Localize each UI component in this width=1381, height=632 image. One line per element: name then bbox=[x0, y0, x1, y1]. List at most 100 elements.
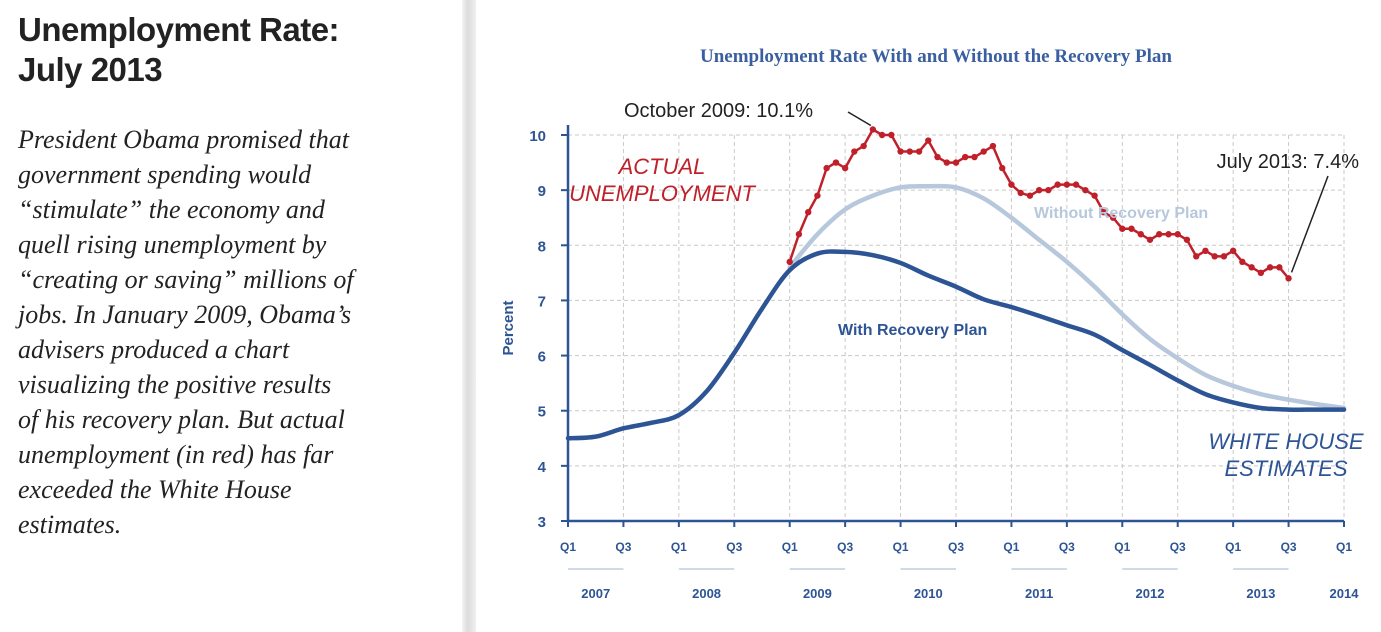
actual-data-point bbox=[1008, 181, 1015, 188]
latest-callout-line bbox=[1290, 175, 1329, 273]
without-plan-label: Without Recovery Plan bbox=[1034, 205, 1208, 222]
series-line-without-recovery-plan bbox=[787, 183, 1347, 411]
y-tick-label: 4 bbox=[538, 459, 547, 476]
y-tick-label: 6 bbox=[538, 349, 546, 366]
x-tick-label: Q3 bbox=[1170, 540, 1186, 554]
actual-data-point bbox=[1091, 192, 1098, 199]
actual-data-point bbox=[897, 148, 904, 155]
actual-data-point bbox=[1183, 236, 1191, 243]
actual-data-point bbox=[1257, 269, 1265, 277]
actual-data-point bbox=[989, 142, 997, 150]
body-line: “creating or saving” millions of bbox=[18, 265, 354, 294]
y-tick-label: 9 bbox=[538, 183, 546, 200]
body-line: advisers produced a chart bbox=[18, 335, 290, 364]
actual-data-point bbox=[1054, 181, 1061, 188]
actual-data-point bbox=[1211, 253, 1218, 260]
x-tick-label: Q3 bbox=[948, 540, 964, 554]
x-tick-label: Q1 bbox=[560, 540, 576, 554]
latest-callout-label: July 2013: 7.4% bbox=[1217, 151, 1360, 173]
actual-data-point bbox=[1229, 247, 1237, 254]
actual-data-point bbox=[1109, 214, 1117, 221]
y-tick-label: 8 bbox=[538, 238, 546, 255]
actual-data-point bbox=[1035, 186, 1043, 194]
actual-data-point bbox=[1082, 186, 1089, 194]
year-label: 2007 bbox=[581, 586, 610, 601]
body-line: jobs. In January 2009, Obama’s bbox=[18, 300, 352, 329]
actual-data-point bbox=[1017, 189, 1024, 197]
year-label: 2010 bbox=[914, 586, 943, 601]
peak-callout-line bbox=[847, 111, 872, 127]
actual-data-point bbox=[832, 159, 840, 166]
actual-data-point bbox=[805, 209, 812, 216]
actual-data-point bbox=[814, 192, 821, 199]
actual-data-point bbox=[971, 153, 978, 161]
actual-data-point bbox=[962, 153, 969, 161]
actual-data-point bbox=[1276, 264, 1283, 271]
actual-data-point bbox=[878, 131, 886, 139]
body-line: of his recovery plan. But actual bbox=[18, 405, 345, 434]
panel-divider bbox=[462, 0, 476, 632]
actual-data-point bbox=[1026, 192, 1034, 199]
actual-data-point bbox=[999, 164, 1006, 172]
actual-data-point bbox=[841, 164, 849, 172]
series-line-with-recovery-plan bbox=[565, 249, 1347, 441]
actual-data-point bbox=[1146, 236, 1154, 243]
headline-line-2: July 2013 bbox=[18, 51, 163, 88]
actual-data-point bbox=[1165, 231, 1172, 238]
actual-data-point bbox=[1100, 209, 1107, 216]
y-tick-label: 7 bbox=[538, 293, 546, 310]
headline: Unemployment Rate: July 2013 bbox=[18, 10, 448, 90]
actual-data-point bbox=[1193, 253, 1200, 260]
actual-data-point bbox=[1063, 181, 1071, 188]
actual-data-point bbox=[851, 148, 858, 155]
actual-data-point bbox=[934, 153, 941, 161]
with-plan-label: With Recovery Plan bbox=[838, 322, 987, 339]
actual-data-point bbox=[1174, 231, 1181, 238]
estimates-label-line-1: WHITE HOUSE bbox=[1208, 429, 1364, 454]
x-tick-label: Q3 bbox=[615, 540, 631, 554]
actual-data-point bbox=[1119, 225, 1126, 232]
actual-data-point bbox=[1220, 253, 1228, 260]
actual-data-point bbox=[1285, 275, 1292, 282]
actual-data-point bbox=[786, 258, 793, 266]
y-tick-label: 10 bbox=[529, 128, 546, 145]
actual-data-point bbox=[823, 164, 830, 172]
actual-data-point bbox=[925, 137, 932, 144]
y-axis-label: Percent bbox=[500, 300, 517, 355]
x-tick-label: Q1 bbox=[1336, 540, 1352, 554]
year-label: 2008 bbox=[692, 586, 721, 601]
year-label: 2013 bbox=[1246, 586, 1275, 601]
x-tick-label: Q3 bbox=[726, 540, 742, 554]
article-panel: Unemployment Rate: July 2013 President O… bbox=[0, 0, 462, 632]
year-label: 2012 bbox=[1136, 586, 1165, 601]
y-tick-label: 3 bbox=[538, 514, 546, 531]
actual-data-point bbox=[1072, 181, 1080, 188]
actual-data-point bbox=[1239, 258, 1246, 266]
actual-data-point bbox=[980, 148, 987, 155]
x-tick-label: Q1 bbox=[893, 540, 909, 554]
actual-data-point bbox=[1202, 247, 1209, 254]
actual-data-point bbox=[915, 148, 923, 155]
x-tick-label: Q1 bbox=[1114, 540, 1130, 554]
actual-label-line-1: ACTUAL bbox=[617, 154, 706, 179]
x-tick-label: Q1 bbox=[782, 540, 798, 554]
actual-data-point bbox=[1156, 231, 1163, 238]
actual-data-point bbox=[860, 142, 867, 150]
x-tick-label: Q1 bbox=[1225, 540, 1241, 554]
actual-data-point bbox=[943, 159, 950, 166]
actual-data-point bbox=[1137, 231, 1144, 238]
x-tick-label: Q3 bbox=[1281, 540, 1297, 554]
headline-line-1: Unemployment Rate: bbox=[18, 11, 340, 48]
body-line: President Obama promised that bbox=[18, 125, 349, 154]
article-body: President Obama promised that government… bbox=[18, 122, 448, 542]
body-line: quell rising unemployment by bbox=[18, 230, 327, 259]
year-label: 2011 bbox=[1025, 586, 1053, 601]
actual-data-point bbox=[1266, 264, 1274, 271]
body-line: visualizing the positive results bbox=[18, 370, 332, 399]
actual-label-line-2: UNEMPLOYMENT bbox=[569, 181, 756, 206]
year-label: 2014 bbox=[1330, 586, 1360, 601]
x-tick-label: Q1 bbox=[671, 540, 687, 554]
chart-title: Unemployment Rate With and Without the R… bbox=[700, 46, 1172, 67]
body-line: “stimulate” the economy and bbox=[18, 195, 325, 224]
x-tick-label: Q3 bbox=[1059, 540, 1075, 554]
